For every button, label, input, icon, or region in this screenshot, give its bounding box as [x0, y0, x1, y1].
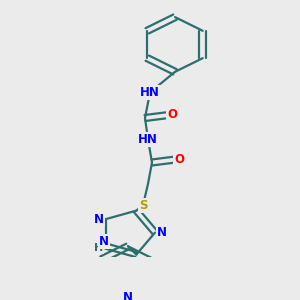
Text: N: N — [99, 236, 109, 248]
Text: H: H — [94, 243, 103, 253]
Text: HN: HN — [138, 133, 158, 146]
Text: N: N — [157, 226, 167, 239]
Text: S: S — [139, 199, 147, 212]
Text: HN: HN — [140, 86, 160, 99]
Text: O: O — [174, 153, 184, 166]
Text: N: N — [123, 291, 133, 300]
Text: N: N — [94, 212, 104, 226]
Text: O: O — [167, 108, 177, 121]
